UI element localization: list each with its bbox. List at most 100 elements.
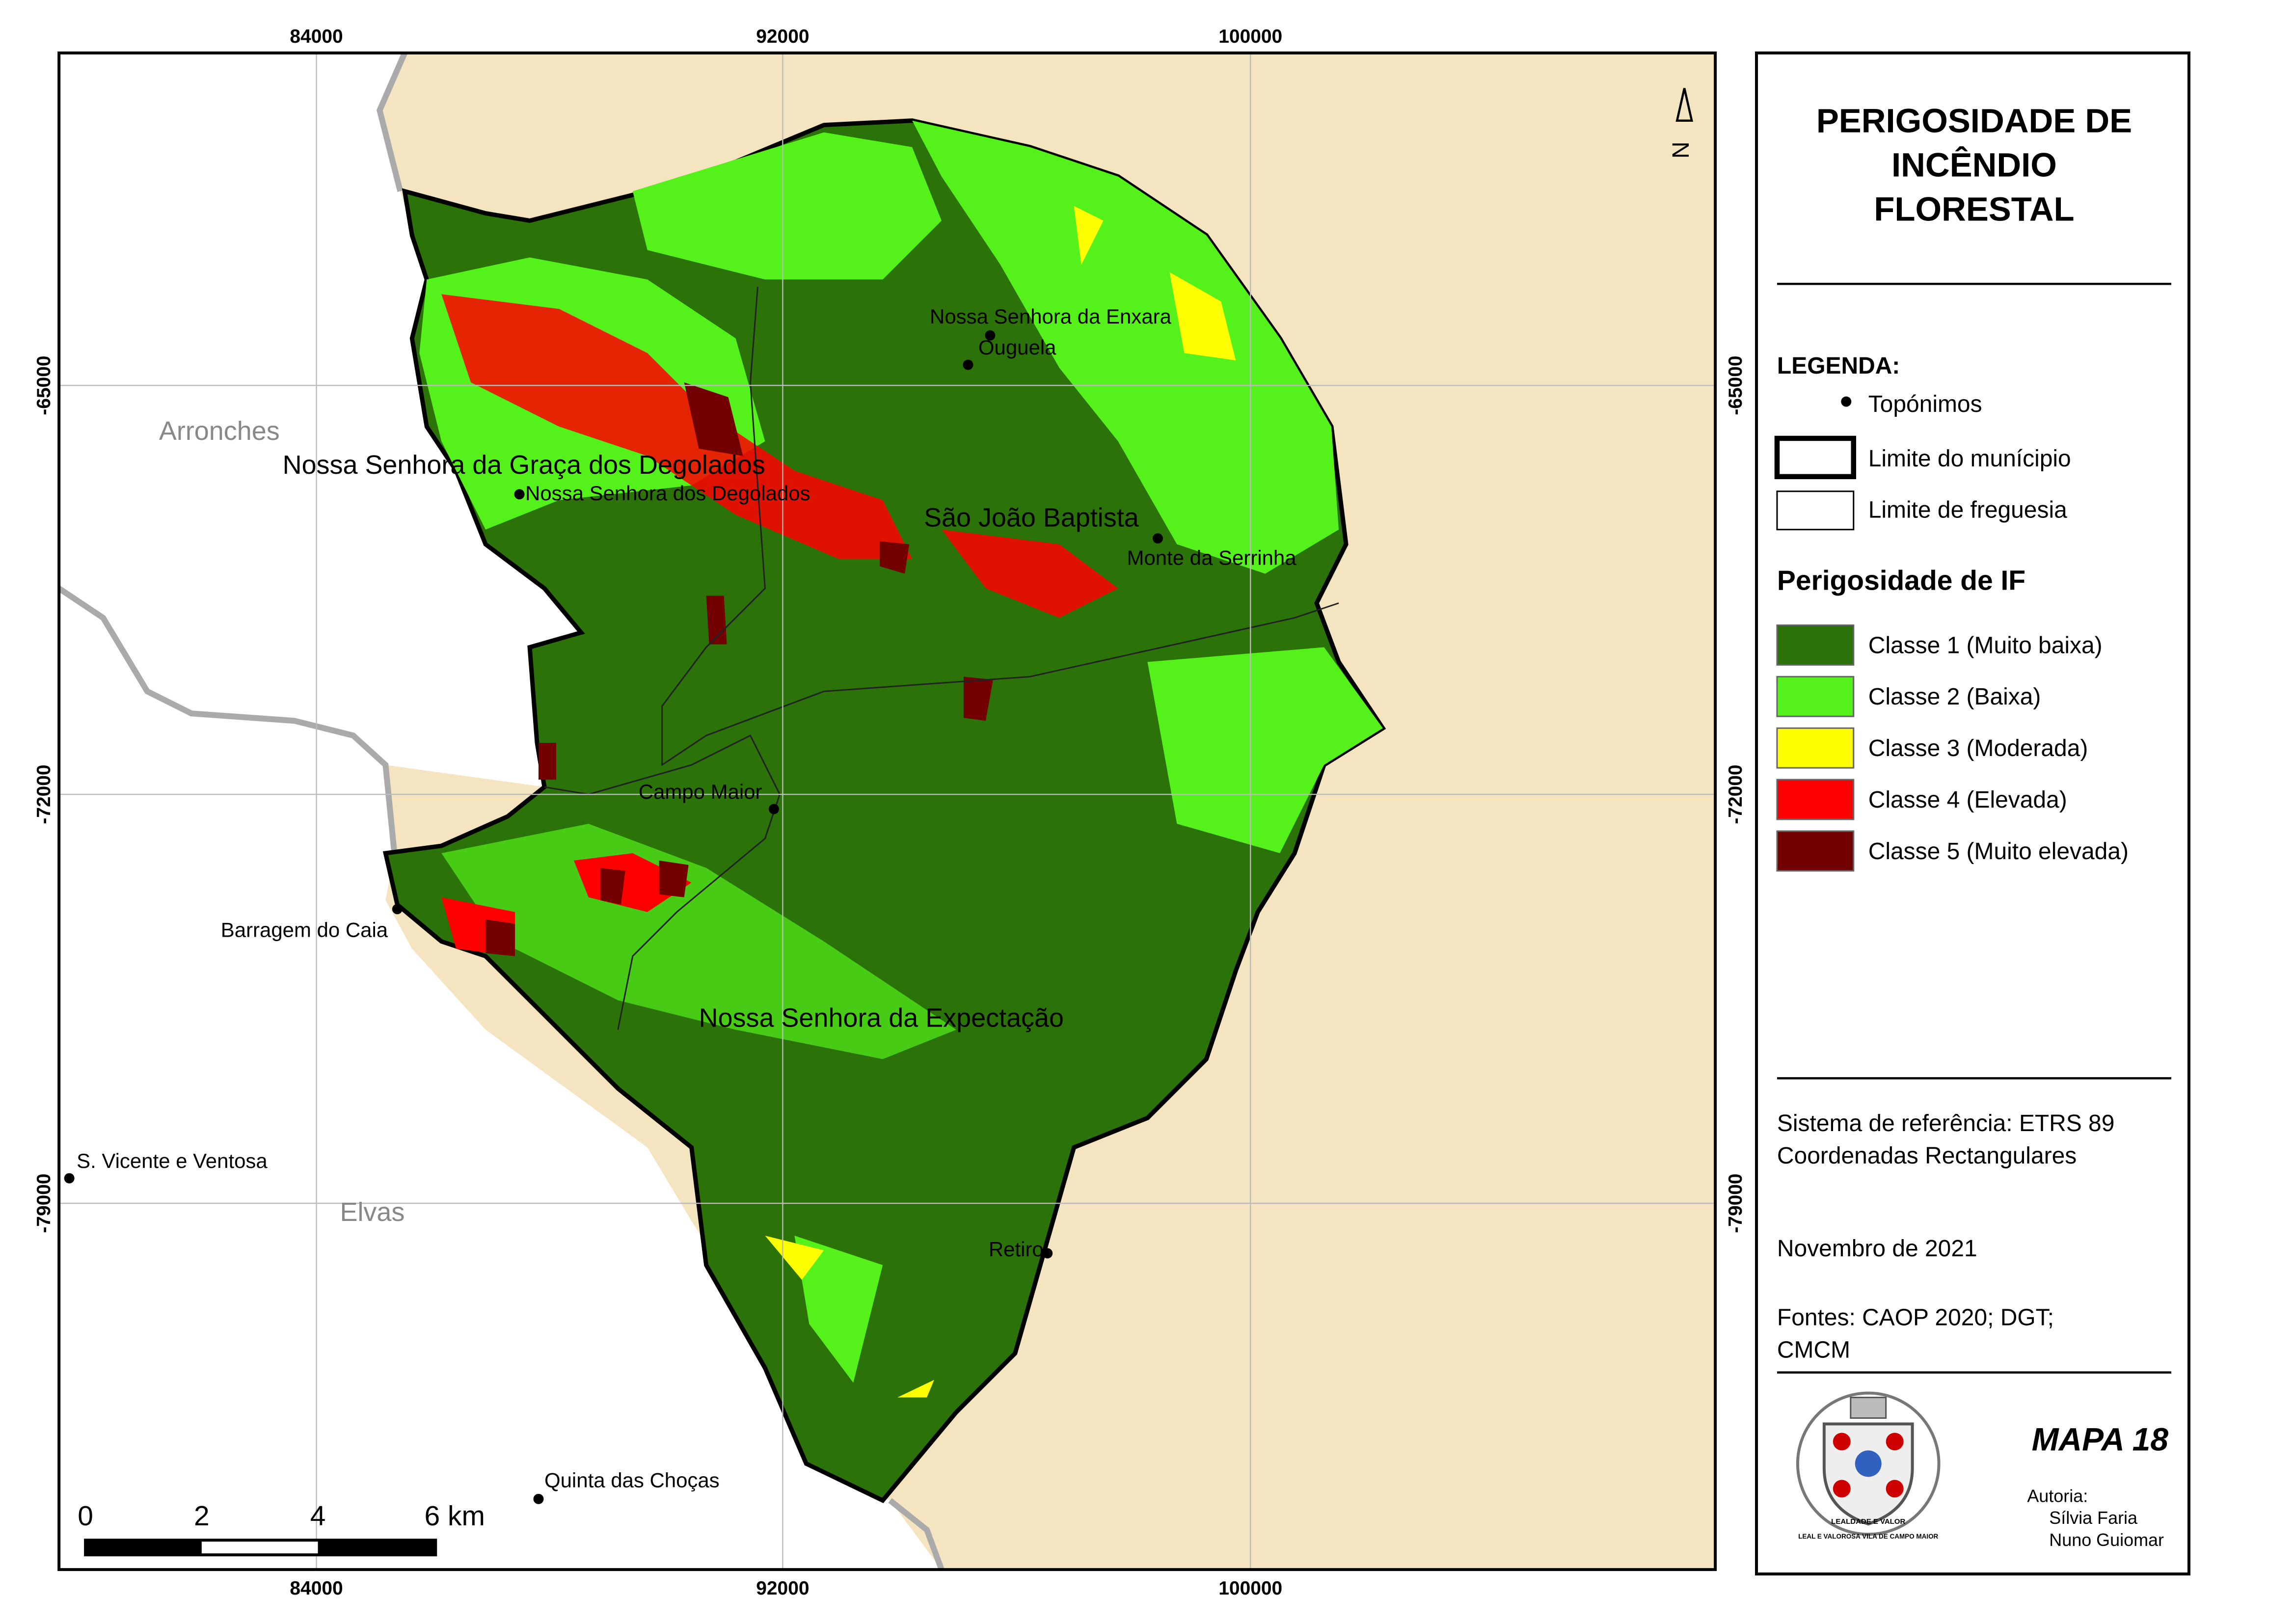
y-coord-label: -72000 xyxy=(33,764,54,824)
class2-patch xyxy=(912,120,1339,574)
y-coord-label: -79000 xyxy=(1725,1173,1746,1233)
place-label: Nossa Senhora da Enxara xyxy=(930,305,1172,328)
emblem-motto: LEAL E VALOROSA VILA DE CAMPO MAIOR xyxy=(1798,1533,1938,1540)
class2-patch xyxy=(441,823,956,1059)
parish-symbol xyxy=(1776,490,1855,531)
hazard-heading: Perigosidade de IF xyxy=(1777,565,2025,596)
class2-patch xyxy=(632,132,942,280)
class5-patch xyxy=(659,860,689,897)
class3-patch xyxy=(1169,272,1236,361)
place-dot xyxy=(985,330,996,341)
emblem-crown xyxy=(1850,1397,1887,1419)
emblem-ring xyxy=(1796,1391,1941,1536)
scale-label: 4 xyxy=(310,1500,326,1532)
reference-text: Sistema de referência: ETRS 89 xyxy=(1777,1110,2114,1137)
class5-patch xyxy=(880,541,910,574)
emblem xyxy=(1796,1391,1941,1536)
municipality-label: Elvas xyxy=(340,1197,405,1227)
class3-patch xyxy=(1074,206,1104,265)
place-label: Barragem do Caia xyxy=(221,919,388,942)
municipal-border-outer xyxy=(59,586,398,854)
map-title: PERIGOSIDADE DE xyxy=(1816,102,2132,140)
place-label: Campo Maior xyxy=(639,780,762,803)
y-coord-label: -79000 xyxy=(33,1173,54,1233)
place-dot xyxy=(963,359,973,370)
author-name: Nuno Guiomar xyxy=(2049,1530,2164,1550)
legend-heading: LEGENDA: xyxy=(1777,353,1900,379)
class-label: Classe 2 (Baixa) xyxy=(1868,684,2041,710)
class-swatch xyxy=(1776,779,1855,820)
class5-patch xyxy=(486,919,515,956)
scale-bar-segment xyxy=(85,1540,202,1555)
sources-text: Fontes: CAOP 2020; DGT; xyxy=(1777,1305,2054,1331)
map-labels: N Arronches Elvas Nossa Senhora da Graça do… xyxy=(64,141,1694,1532)
parish-label: Nossa Senhora da Expectação xyxy=(699,1003,1064,1032)
emblem-motto: LEALDADE E VALOR xyxy=(1831,1517,1905,1526)
place-label: Nossa Senhora dos Degolados xyxy=(525,482,810,505)
emblem-lion xyxy=(1833,1480,1851,1498)
class-label: Classe 5 (Muito elevada) xyxy=(1868,839,2129,865)
emblem-lion xyxy=(1833,1433,1851,1451)
authorship-label: Autoria: xyxy=(2027,1486,2088,1506)
x-coord-label: 92000 xyxy=(756,26,809,47)
legend-symbol-label: Limite de freguesia xyxy=(1868,497,2067,523)
class2-patch xyxy=(794,1235,883,1383)
class5-patch xyxy=(600,867,625,905)
class-swatch xyxy=(1776,830,1855,872)
map-number: MAPA 18 xyxy=(2032,1421,2169,1457)
parish-label: São João Baptista xyxy=(924,503,1139,533)
class5-patch xyxy=(963,677,993,721)
emblem-center xyxy=(1855,1450,1882,1477)
parish-label: Nossa Senhora da Graça dos Degolados xyxy=(283,450,765,480)
class-swatch xyxy=(1776,676,1855,717)
legend-symbol-label: Topónimos xyxy=(1868,391,1982,417)
parish-border xyxy=(661,287,1339,766)
emblem-lion xyxy=(1886,1480,1904,1498)
y-coord-label: -65000 xyxy=(33,355,54,415)
y-coord-label: -72000 xyxy=(1725,764,1746,824)
map-title: INCÊNDIO xyxy=(1891,146,2057,184)
class5-patch xyxy=(684,382,743,456)
place-label: Ouguela xyxy=(978,336,1056,359)
place-dot xyxy=(64,1173,75,1184)
scale-bar xyxy=(84,1539,437,1557)
place-symbol xyxy=(1841,396,1852,407)
class-swatch xyxy=(1776,727,1855,769)
place-label: Retiro xyxy=(989,1238,1044,1261)
municipality-symbol xyxy=(1774,435,1857,480)
map-border xyxy=(57,51,1717,1571)
x-coord-label: 92000 xyxy=(756,1578,809,1599)
north-label: N xyxy=(1668,141,1694,159)
place-dot xyxy=(768,804,779,814)
map-frame: N Arronches Elvas Nossa Senhora da Graça do… xyxy=(57,51,1717,1571)
municipality-label: Arronches xyxy=(159,416,280,446)
class4-patch xyxy=(942,529,1118,618)
legend-panel: PERIGOSIDADE DE INCÊNDIO FLORESTAL LEGENDA:… xyxy=(1755,51,2190,1576)
place-dot xyxy=(1042,1248,1053,1259)
class4-patch xyxy=(441,294,913,559)
legend-symbol-label: Limite do munícipio xyxy=(1868,446,2071,472)
north-arrow xyxy=(1675,88,1693,122)
north-arrow-head xyxy=(1675,88,1693,122)
class3-patch xyxy=(765,1235,824,1280)
class-label: Classe 4 (Elevada) xyxy=(1868,787,2067,813)
reference-text: Coordenadas Rectangulares xyxy=(1777,1143,2077,1169)
municipal-border-outer xyxy=(377,53,407,192)
place-dot xyxy=(1152,533,1163,544)
municipal-border-outer xyxy=(888,1498,945,1570)
x-coord-label: 84000 xyxy=(290,26,343,47)
graticule xyxy=(59,53,1716,1570)
place-dot xyxy=(392,904,403,915)
class-swatch xyxy=(1776,624,1855,666)
place-label: S. Vicente e Ventosa xyxy=(77,1149,268,1172)
y-coord-label: -65000 xyxy=(1725,355,1746,415)
date-text: Novembro de 2021 xyxy=(1777,1236,1977,1262)
class5-patch xyxy=(539,743,556,780)
x-coord-label: 84000 xyxy=(290,1578,343,1599)
place-label: Quinta das Choças xyxy=(544,1468,720,1491)
scale-label: 0 xyxy=(78,1500,93,1532)
scale-label: 2 xyxy=(194,1500,210,1532)
emblem-lion xyxy=(1886,1433,1904,1451)
scale-bar-segment xyxy=(318,1540,436,1555)
